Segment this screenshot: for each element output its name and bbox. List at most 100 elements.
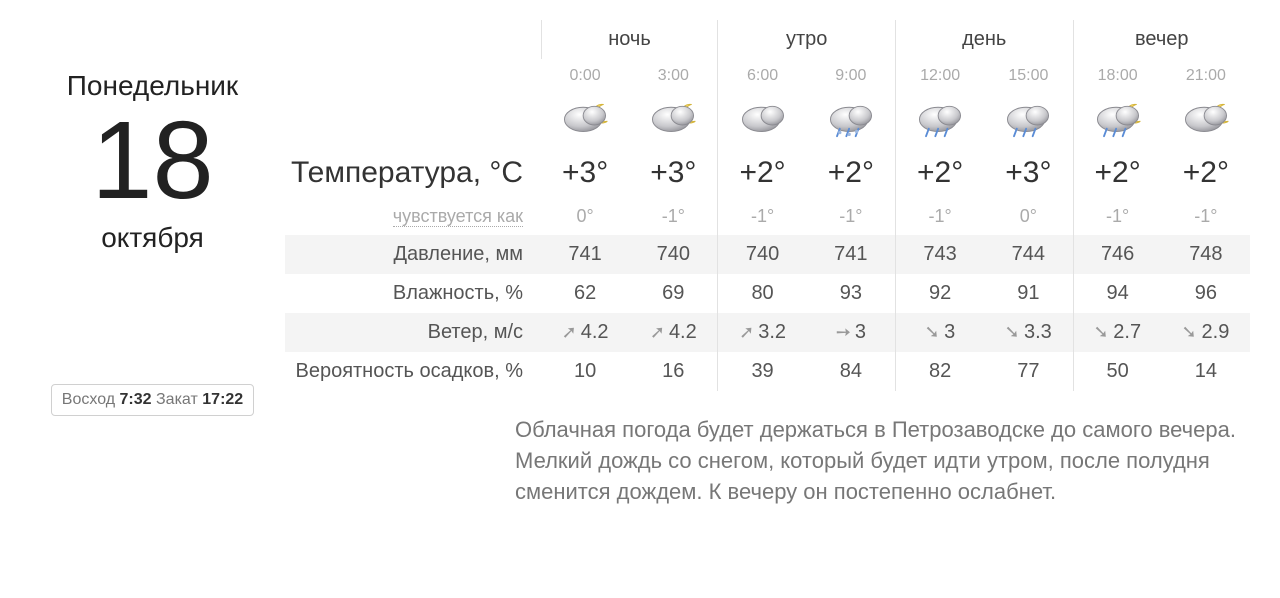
- month: октября: [30, 222, 275, 254]
- table-cell: +3°: [629, 148, 718, 198]
- wind-dir-icon: ➚: [739, 323, 754, 341]
- table-cell: ➚3: [807, 313, 896, 352]
- pressure-row: Давление, мм 741740740741743744746748: [285, 235, 1250, 274]
- weather-icon: [644, 97, 702, 139]
- weather-icon: [556, 97, 614, 139]
- wind-dir-icon: ➚: [1003, 324, 1021, 339]
- table-cell: ➚2.7: [1073, 313, 1162, 352]
- table-cell: 6:00: [718, 59, 807, 93]
- table-cell: +3°: [541, 148, 629, 198]
- table-cell: ➚3.2: [718, 313, 807, 352]
- table-cell: 0:00: [541, 59, 629, 93]
- hour-row: 0:003:006:009:0012:0015:0018:0021:00: [285, 59, 1250, 93]
- sunset-time: 17:22: [202, 391, 243, 408]
- weather-icon: [822, 97, 880, 139]
- sunset-label: Закат: [156, 391, 198, 408]
- wind-speed: 2.7: [1113, 321, 1141, 343]
- row-label-wind: Ветер, м/с: [285, 313, 541, 352]
- table-cell: 748: [1162, 235, 1250, 274]
- table-cell: 3:00: [629, 59, 718, 93]
- wind-speed: 3.3: [1024, 321, 1052, 343]
- weather-icon: [999, 97, 1057, 139]
- table-cell: 82: [895, 352, 984, 391]
- table-cell: 39: [718, 352, 807, 391]
- table-cell: 93: [807, 274, 896, 313]
- row-label-feels: чувствуется как: [285, 198, 541, 235]
- table-cell: 743: [895, 235, 984, 274]
- table-cell: [984, 93, 1073, 148]
- wind-dir-icon: ➚: [1181, 324, 1199, 339]
- table-cell: 80: [718, 274, 807, 313]
- wind-speed: 3: [944, 321, 955, 343]
- wind-speed: 2.9: [1202, 321, 1230, 343]
- period-evening: вечер: [1073, 20, 1250, 59]
- table-cell: -1°: [895, 198, 984, 235]
- table-cell: ➚4.2: [541, 313, 629, 352]
- table-cell: +2°: [895, 148, 984, 198]
- table-cell: [718, 93, 807, 148]
- row-label-temp: Температура, °C: [285, 148, 541, 198]
- table-cell: -1°: [807, 198, 896, 235]
- table-cell: ➚2.9: [1162, 313, 1250, 352]
- table-cell: 0°: [984, 198, 1073, 235]
- table-cell: 14: [1162, 352, 1250, 391]
- wind-dir-icon: ➚: [650, 323, 665, 341]
- table-cell: 96: [1162, 274, 1250, 313]
- table-cell: -1°: [1162, 198, 1250, 235]
- period-day: день: [895, 20, 1073, 59]
- icon-row: [285, 93, 1250, 148]
- row-label-pressure: Давление, мм: [285, 235, 541, 274]
- table-cell: 94: [1073, 274, 1162, 313]
- table-cell: 744: [984, 235, 1073, 274]
- table-cell: 741: [807, 235, 896, 274]
- sunrise-label: Восход: [62, 391, 115, 408]
- row-label-humidity: Влажность, %: [285, 274, 541, 313]
- weather-table: ночь утро день вечер 0:003:006:009:0012:…: [285, 20, 1250, 391]
- weather-icon: [1177, 97, 1235, 139]
- date-panel: Понедельник 18 октября Восход 7:32 Закат…: [30, 20, 275, 507]
- table-cell: +2°: [807, 148, 896, 198]
- table-cell: [895, 93, 984, 148]
- wind-speed: 4.2: [581, 321, 609, 343]
- table-cell: 9:00: [807, 59, 896, 93]
- table-cell: ➚4.2: [629, 313, 718, 352]
- table-cell: 92: [895, 274, 984, 313]
- period-night: ночь: [541, 20, 718, 59]
- day-number: 18: [30, 106, 275, 216]
- table-cell: 740: [629, 235, 718, 274]
- table-cell: 15:00: [984, 59, 1073, 93]
- table-cell: ➚3: [895, 313, 984, 352]
- table-cell: 62: [541, 274, 629, 313]
- table-cell: [629, 93, 718, 148]
- period-row: ночь утро день вечер: [285, 20, 1250, 59]
- wind-speed: 3: [855, 321, 866, 343]
- wind-dir-icon: ➚: [1093, 324, 1111, 339]
- row-label-precip: Вероятность осадков, %: [285, 352, 541, 391]
- wind-speed: 4.2: [669, 321, 697, 343]
- table-cell: 21:00: [1162, 59, 1250, 93]
- feels-row: чувствуется как 0°-1°-1°-1°-1°0°-1°-1°: [285, 198, 1250, 235]
- wind-dir-icon: ➚: [832, 320, 855, 343]
- table-cell: +3°: [984, 148, 1073, 198]
- temp-row: Температура, °C +3°+3°+2°+2°+2°+3°+2°+2°: [285, 148, 1250, 198]
- table-cell: 77: [984, 352, 1073, 391]
- table-cell: 10: [541, 352, 629, 391]
- table-cell: 741: [541, 235, 629, 274]
- table-cell: 12:00: [895, 59, 984, 93]
- table-cell: +2°: [718, 148, 807, 198]
- weekday: Понедельник: [30, 70, 275, 102]
- wind-dir-icon: ➚: [562, 323, 577, 341]
- table-cell: -1°: [718, 198, 807, 235]
- sun-times: Восход 7:32 Закат 17:22: [51, 384, 254, 416]
- table-cell: [1162, 93, 1250, 148]
- forecast-text: Облачная погода будет держаться в Петроз…: [515, 415, 1250, 507]
- weather-icon: [734, 97, 792, 139]
- table-cell: [541, 93, 629, 148]
- table-cell: -1°: [629, 198, 718, 235]
- table-cell: 16: [629, 352, 718, 391]
- precip-row: Вероятность осадков, % 1016398482775014: [285, 352, 1250, 391]
- wind-dir-icon: ➚: [924, 324, 942, 339]
- table-cell: 50: [1073, 352, 1162, 391]
- humidity-row: Влажность, % 6269809392919496: [285, 274, 1250, 313]
- table-cell: +2°: [1073, 148, 1162, 198]
